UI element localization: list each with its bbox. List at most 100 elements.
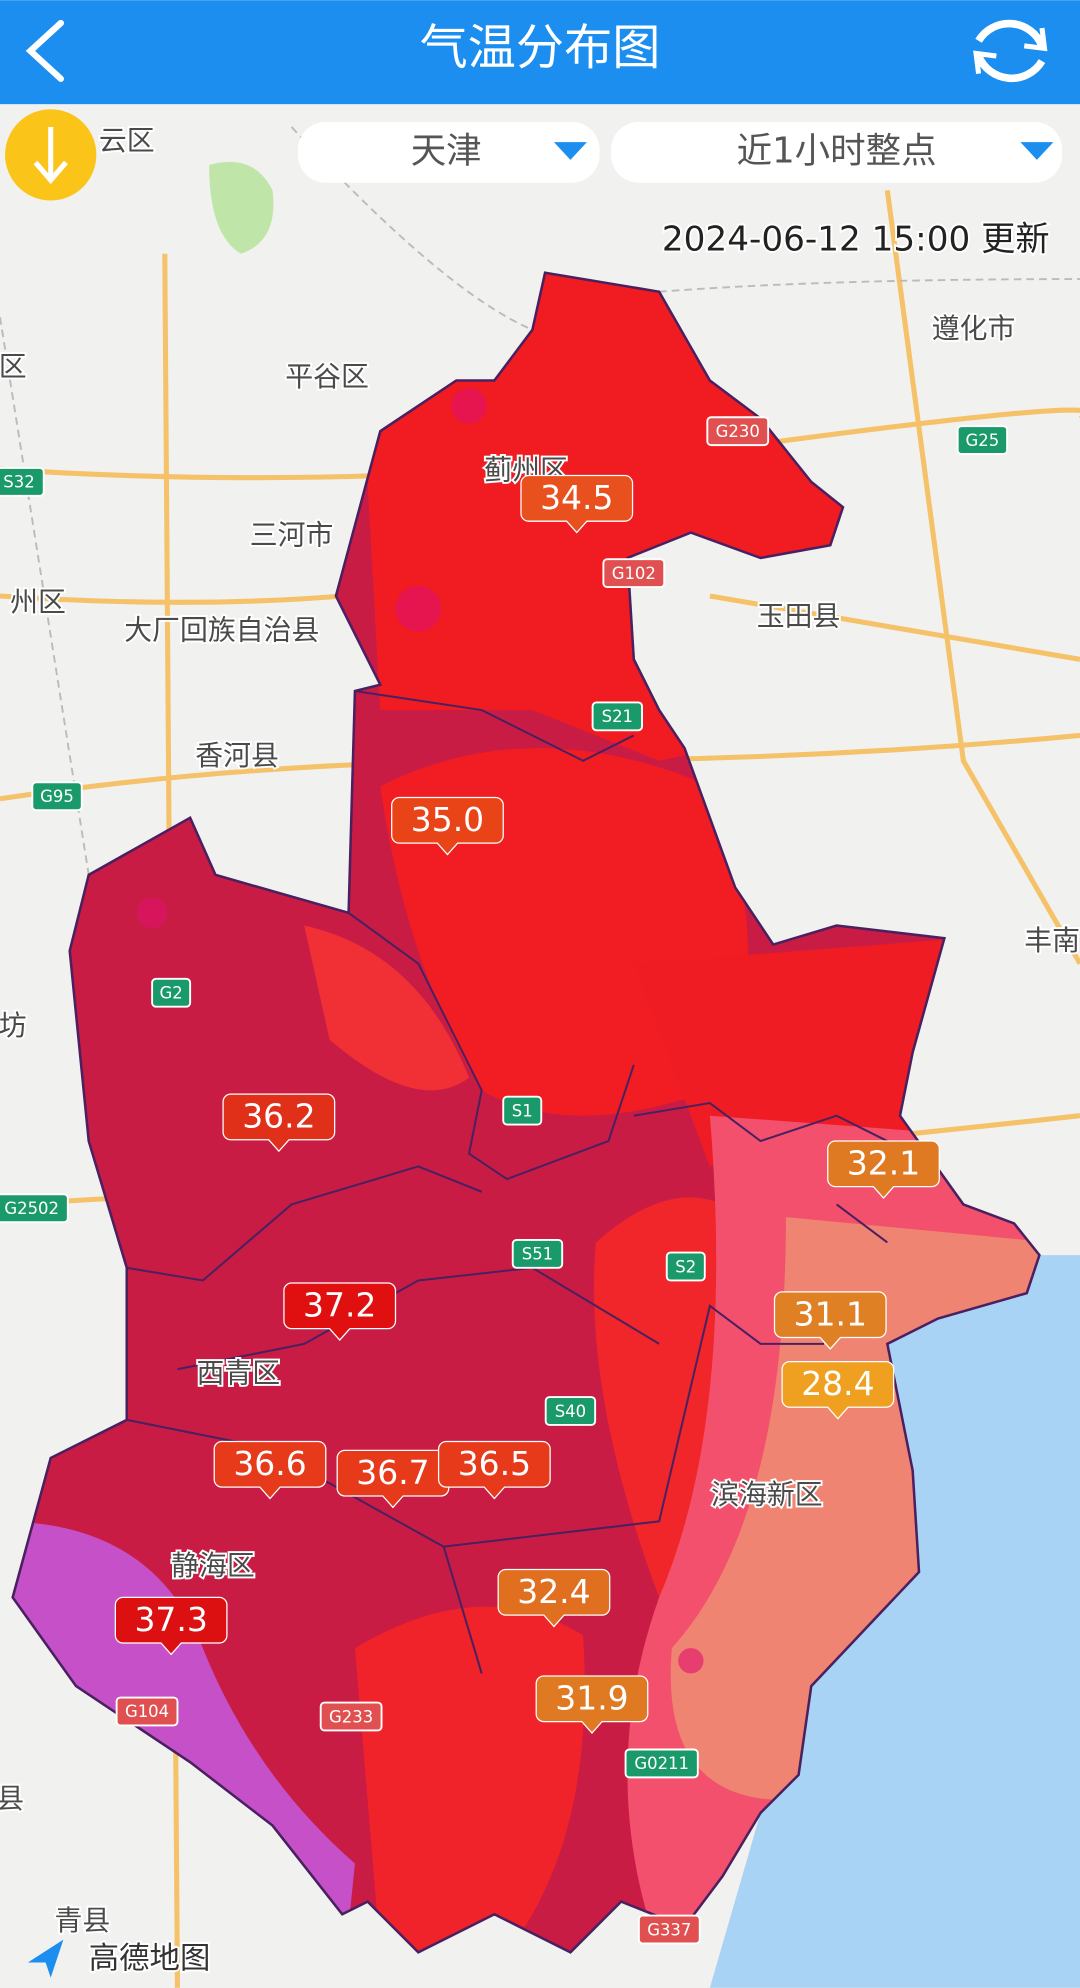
road-label: G104 <box>125 1702 169 1721</box>
road-shield-bg <box>956 425 1009 455</box>
temperature-value: 32.1 <box>847 1144 920 1183</box>
marker-bubble <box>497 1568 611 1628</box>
road-shield: S1 <box>502 1095 543 1126</box>
marker-bubble <box>827 1140 940 1200</box>
temperature-value: 31.1 <box>794 1294 867 1333</box>
temperature-marker: 36.2 <box>222 1093 336 1153</box>
temperature-value: 36.5 <box>458 1444 531 1483</box>
road-label: S21 <box>602 707 633 726</box>
road-label: S2 <box>675 1257 696 1276</box>
road-shield-bg <box>602 558 666 589</box>
header: 气温分布图 <box>0 0 1080 105</box>
temperature-value: 36.7 <box>356 1453 429 1492</box>
road-shield: G102 <box>602 558 666 589</box>
road-label: G230 <box>716 422 760 441</box>
temperature-value: 36.2 <box>242 1097 315 1136</box>
road-shield: G337 <box>637 1914 701 1945</box>
marker-bubble <box>535 1675 649 1734</box>
temperature-marker: 37.3 <box>114 1596 228 1656</box>
place-label: 丰南 <box>1024 924 1080 957</box>
temperature-marker: 32.4 <box>497 1568 611 1628</box>
marker-bubble <box>114 1596 228 1656</box>
road-shield-bg <box>115 1696 179 1727</box>
road-shield-bg <box>0 466 45 497</box>
dropdown-text: 天津 <box>411 130 482 171</box>
place-label: 平谷区 <box>285 360 369 393</box>
road-shield-bg <box>0 1193 69 1224</box>
temperature-value: 35.0 <box>411 800 484 839</box>
temperature-marker: 31.9 <box>535 1675 649 1734</box>
temperature-marker: 28.4 <box>781 1360 895 1420</box>
place-label: 区 <box>0 350 27 383</box>
place-label: 坊 <box>0 1009 27 1042</box>
place-label: 滨海新区 <box>711 1478 823 1511</box>
marker-bubble <box>437 1440 551 1500</box>
update-time: 2024-06-12 15:00 更新 <box>662 220 1050 260</box>
road-shield: S32 <box>0 466 45 497</box>
marker-bubble <box>520 474 634 534</box>
road-shield: G95 <box>31 781 83 812</box>
road-shield: S21 <box>591 701 643 732</box>
place-label: 青县 <box>55 1904 111 1937</box>
attribution-text: 高德地图 <box>89 1941 211 1976</box>
temperature-marker: 34.5 <box>520 474 634 534</box>
place-label: 三河市 <box>250 518 334 551</box>
road-shield: G0211 <box>624 1748 699 1779</box>
place-label: 香河县 <box>195 739 279 772</box>
marker-bubble <box>773 1291 887 1350</box>
road-shield: S40 <box>544 1396 597 1426</box>
temperature-marker: 35.0 <box>391 796 504 856</box>
place-label: 县 <box>0 1782 24 1815</box>
road-shield-bg <box>319 1701 383 1732</box>
place-label: 云区 <box>99 124 155 157</box>
page-title: 气温分布图 <box>420 20 661 76</box>
road-label: G0211 <box>634 1754 689 1773</box>
road-shield: S2 <box>665 1251 706 1282</box>
road-label: G337 <box>647 1920 691 1939</box>
road-shield: G2 <box>151 977 192 1008</box>
period-dropdown[interactable]: 近1小时整点 <box>610 121 1063 183</box>
temperature-value: 37.2 <box>303 1286 376 1325</box>
district-lines <box>126 690 888 1674</box>
road-shield: G25 <box>956 425 1009 455</box>
locate-button[interactable] <box>5 109 97 201</box>
road-label: S1 <box>512 1101 533 1120</box>
temperature-value: 32.4 <box>517 1572 590 1611</box>
place-label: 大厂回族自治县 <box>124 613 319 646</box>
road-label: S40 <box>555 1402 586 1421</box>
road-shield-bg <box>706 416 770 447</box>
temperature-value: 28.4 <box>801 1364 874 1403</box>
road-shield-bg <box>624 1748 699 1779</box>
road-shield-bg <box>637 1914 701 1945</box>
place-label: 静海区 <box>171 1549 255 1582</box>
temperature-marker: 31.1 <box>773 1291 887 1350</box>
attribution: 高德地图 <box>27 1940 212 1978</box>
road-shield-bg <box>544 1396 597 1426</box>
temperature-marker: 37.2 <box>283 1282 397 1342</box>
road-shield: G230 <box>706 416 770 447</box>
road-shield: G2502 <box>0 1193 69 1224</box>
road-label: G2 <box>160 984 183 1003</box>
road-shield: S51 <box>511 1238 564 1269</box>
place-label: 西青区 <box>196 1356 280 1389</box>
temperature-value: 31.9 <box>555 1679 628 1718</box>
temperature-value: 36.6 <box>233 1444 306 1483</box>
dropdown-text: 近1小时整点 <box>737 130 937 171</box>
place-label: 玉田县 <box>757 600 841 633</box>
road-shield-bg <box>502 1095 543 1126</box>
road-label: G95 <box>40 787 74 806</box>
marker-bubble <box>283 1282 397 1342</box>
region-dropdown[interactable]: 天津 <box>297 121 600 183</box>
refresh-button[interactable] <box>973 19 1048 83</box>
road-label: S51 <box>522 1245 553 1264</box>
road-label: G25 <box>966 431 1000 450</box>
place-label: 遵化市 <box>932 312 1016 345</box>
road-shield-bg <box>665 1251 706 1282</box>
road-shield: G233 <box>319 1701 383 1732</box>
marker-bubble <box>781 1360 895 1420</box>
place-label: 州区 <box>10 586 66 619</box>
back-button[interactable] <box>25 19 65 82</box>
road-label: G2502 <box>4 1199 59 1218</box>
